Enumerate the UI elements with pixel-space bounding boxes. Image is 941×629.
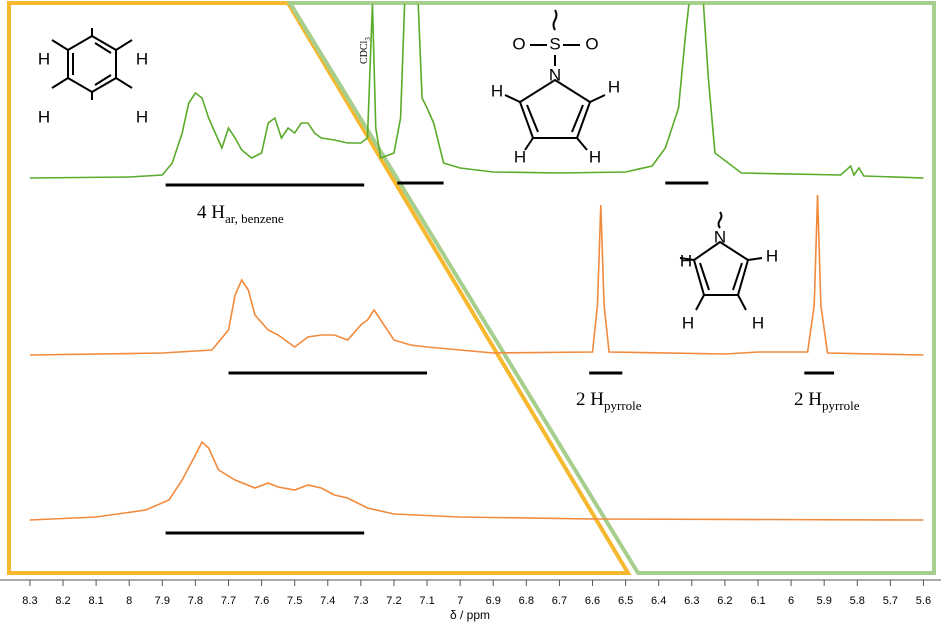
atom-label: H [491, 81, 503, 100]
atom-label: H [38, 107, 50, 126]
atom-label: H [136, 107, 148, 126]
spectrum-line [29, 4, 924, 179]
atom-label: H [589, 147, 601, 166]
spectrum-line [29, 440, 924, 521]
x-tick-label: 6.1 [750, 595, 765, 607]
x-tick-label: 7.1 [419, 595, 434, 607]
annotation-text: CDCl [359, 40, 370, 64]
x-tick-label: 7.9 [155, 595, 170, 607]
x-tick-label: 8.2 [55, 595, 70, 607]
annotation: 2 Hpyrrole [794, 389, 860, 413]
sulfonyl-pyrrole-structure: O S O N H H H H [491, 9, 620, 166]
atom-label: H [136, 49, 148, 68]
x-tick-label: 7.4 [320, 595, 335, 607]
x-tick-label: 8.3 [22, 595, 37, 607]
x-tick-label: 7.3 [353, 595, 368, 607]
x-tick-label: 6.7 [552, 595, 567, 607]
atom-label: O [585, 34, 598, 53]
atom-label: H [680, 251, 692, 270]
spectra [29, 4, 924, 521]
x-tick-label: 6 [788, 595, 794, 607]
annotation-sub: pyrrole [604, 398, 642, 413]
atom-label: H [682, 313, 694, 332]
x-tick-label: 7.7 [221, 595, 236, 607]
annotation-text: 2 H [794, 389, 822, 410]
x-tick-label: 6.4 [651, 595, 666, 607]
atom-label: H [752, 313, 764, 332]
x-tick-label: 8.1 [88, 595, 103, 607]
atom-label: S [549, 34, 560, 53]
annotation-text: 4 H [197, 202, 225, 223]
atom-label: N [549, 65, 561, 84]
atom-label: O [512, 34, 525, 53]
x-tick-label: 8 [126, 595, 132, 607]
annotation-text: 2 H [576, 389, 604, 410]
annotation: CDCl3 [359, 37, 372, 64]
x-tick-label: 6.8 [519, 595, 534, 607]
annotation-sub: 3 [364, 37, 372, 41]
annotation-sub: ar, benzene [225, 211, 284, 226]
annotation: 2 Hpyrrole [576, 389, 642, 413]
x-tick-label: 5.8 [850, 595, 865, 607]
spectrum-line [29, 194, 924, 356]
atom-label: H [766, 246, 778, 265]
atom-label: H [514, 147, 526, 166]
x-tick-label: 7.2 [386, 595, 401, 607]
x-tick-label: 6.2 [717, 595, 732, 607]
atom-label: N [714, 227, 726, 246]
region-frame [7, 1, 632, 575]
x-tick-label: 5.9 [817, 595, 832, 607]
annotation: 4 Har, benzene [197, 202, 284, 226]
x-tick-label: 7.8 [188, 595, 203, 607]
x-tick-label: 6.9 [486, 595, 501, 607]
pyrrole-structure: N H H H H [679, 211, 778, 332]
x-tick-label: 7 [457, 595, 463, 607]
x-tick-label: 6.3 [684, 595, 699, 607]
x-axis-label: δ / ppm [450, 608, 490, 622]
x-tick-label: 7.5 [287, 595, 302, 607]
x-tick-label: 6.5 [618, 595, 633, 607]
benzene-structure: H H H H [38, 28, 148, 126]
x-tick-label: 5.7 [883, 595, 898, 607]
x-tick-label: 5.6 [916, 595, 931, 607]
region-frame [286, 1, 936, 575]
annotation-sub: pyrrole [822, 398, 860, 413]
x-tick-label: 7.6 [254, 595, 269, 607]
atom-label: H [38, 49, 50, 68]
atom-label: H [608, 77, 620, 96]
x-tick-label: 6.6 [585, 595, 600, 607]
